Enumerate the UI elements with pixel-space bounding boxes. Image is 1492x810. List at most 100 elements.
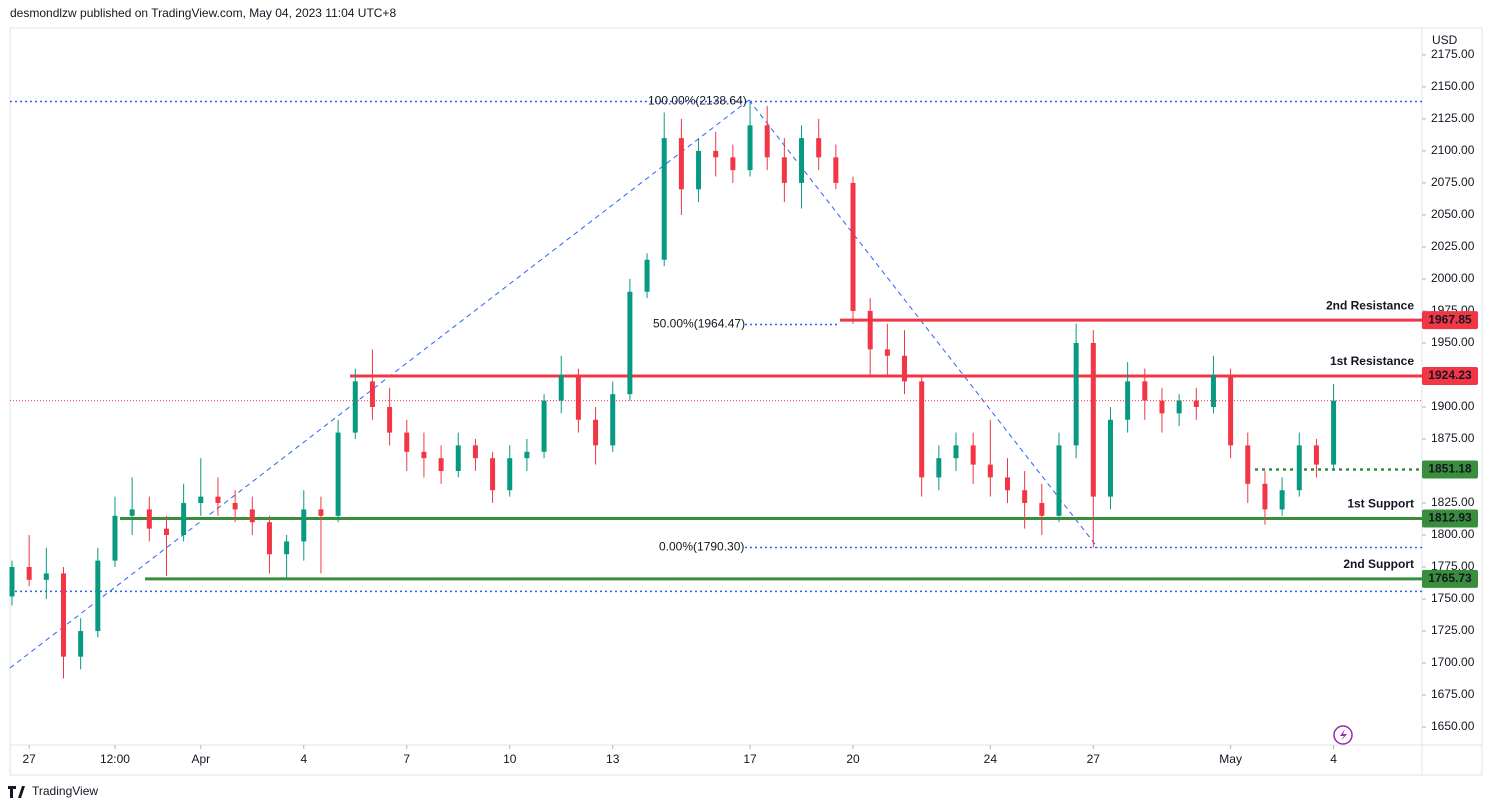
x-tick-label: 27 xyxy=(22,752,36,766)
y-tick-label: 2000.00 xyxy=(1431,271,1475,285)
candle-body xyxy=(1296,445,1302,491)
candle-body xyxy=(1176,400,1182,414)
y-tick-label: 1900.00 xyxy=(1431,399,1475,413)
candle-body xyxy=(146,509,152,529)
y-tick-label: 2150.00 xyxy=(1431,79,1475,93)
candle-body xyxy=(1107,419,1113,497)
y-tick-label: 1825.00 xyxy=(1431,495,1475,509)
level-name: 1st Resistance xyxy=(1330,354,1414,368)
x-tick-label: 13 xyxy=(606,752,620,766)
candle-body xyxy=(455,445,461,472)
candle-body xyxy=(575,374,581,420)
level-name: 1st Support xyxy=(1347,497,1414,511)
candle-body xyxy=(507,458,513,491)
candle-body xyxy=(816,138,822,158)
candle-body xyxy=(232,503,238,510)
price-label: 1812.93 xyxy=(1428,511,1472,525)
price-label-box xyxy=(1422,366,1478,385)
candle-body xyxy=(781,157,787,183)
candle-body xyxy=(112,515,118,561)
candle-body xyxy=(301,509,307,542)
fib-trend-line xyxy=(9,99,750,669)
y-tick-label: 1875.00 xyxy=(1431,431,1475,445)
candle-body xyxy=(490,458,496,491)
candle-body xyxy=(1159,400,1165,414)
y-tick-label: 1650.00 xyxy=(1431,719,1475,733)
price-label-box xyxy=(1422,311,1478,330)
x-tick-label: Apr xyxy=(191,752,210,766)
candle-body xyxy=(318,509,324,516)
candle-body xyxy=(129,509,135,516)
candle-body xyxy=(43,573,49,580)
candle-body xyxy=(987,464,993,478)
candle-body xyxy=(1039,503,1045,516)
currency: USD xyxy=(1432,33,1458,47)
candle-body xyxy=(558,374,564,401)
price-label: 1765.73 xyxy=(1428,571,1472,585)
candle-body xyxy=(1090,342,1096,497)
candle-body xyxy=(919,381,925,478)
level-name: 2nd Resistance xyxy=(1326,298,1414,312)
price-label: 1851.18 xyxy=(1428,462,1472,476)
candle-body xyxy=(936,458,942,478)
candle-body xyxy=(764,125,770,158)
candle-body xyxy=(95,560,101,632)
x-tick-label: 17 xyxy=(743,752,757,766)
candle-body xyxy=(1056,445,1062,516)
brand-logo xyxy=(8,786,25,798)
x-tick-label: 12:00 xyxy=(100,752,130,766)
candle-body xyxy=(1125,381,1131,420)
candle-body xyxy=(713,150,719,158)
price-label: 1924.23 xyxy=(1428,368,1472,382)
y-tick-label: 1675.00 xyxy=(1431,687,1475,701)
candle-body xyxy=(421,451,427,459)
candle-body xyxy=(266,522,272,555)
candle-body xyxy=(1228,374,1234,446)
candle-body xyxy=(1022,490,1028,504)
candle-body xyxy=(26,567,32,580)
candle-body xyxy=(284,541,290,555)
candle-body xyxy=(730,157,736,171)
candle-body xyxy=(404,432,410,452)
candle-body xyxy=(747,125,753,171)
candle-body xyxy=(352,381,358,433)
y-tick-label: 1750.00 xyxy=(1431,591,1475,605)
candle-body xyxy=(884,349,890,356)
fib-label: 0.00%(1790.30) xyxy=(659,540,744,554)
x-tick-label: 4 xyxy=(1330,752,1337,766)
y-tick-label: 2100.00 xyxy=(1431,143,1475,157)
candle-body xyxy=(1073,342,1079,446)
candle-body xyxy=(627,291,633,395)
candle-body xyxy=(1004,477,1010,491)
level-name: 2nd Support xyxy=(1343,557,1414,571)
chart-frame xyxy=(9,27,1483,776)
candle-body xyxy=(163,528,169,536)
candle-body xyxy=(1279,490,1285,510)
price-label-box xyxy=(1422,569,1478,588)
y-tick-label: 2075.00 xyxy=(1431,175,1475,189)
fib-trend-line xyxy=(748,99,1099,549)
candle-body xyxy=(799,138,805,183)
candle-body xyxy=(610,394,616,446)
candle-body xyxy=(661,138,667,260)
price-label-box xyxy=(1422,460,1478,479)
x-tick-label: 24 xyxy=(984,752,998,766)
price-label-box xyxy=(1422,509,1478,528)
lightning-icon xyxy=(1333,725,1353,745)
price-label: 1967.85 xyxy=(1428,312,1472,326)
x-tick-label: 7 xyxy=(403,752,410,766)
candle-body xyxy=(1245,445,1251,484)
header: desmondlzw published on TradingView.com,… xyxy=(10,6,396,20)
y-tick-label: 1725.00 xyxy=(1431,623,1475,637)
x-tick-label: May xyxy=(1219,752,1242,766)
x-tick-label: 27 xyxy=(1087,752,1101,766)
candle-body xyxy=(1331,400,1337,465)
candle-body xyxy=(438,458,444,472)
candle-body xyxy=(593,419,599,446)
brand: TradingView xyxy=(32,784,98,798)
x-tick-label: 4 xyxy=(300,752,307,766)
candle-body xyxy=(970,445,976,465)
y-tick-label: 2050.00 xyxy=(1431,207,1475,221)
y-tick-label: 2175.00 xyxy=(1431,47,1475,61)
candle-body xyxy=(696,150,702,190)
